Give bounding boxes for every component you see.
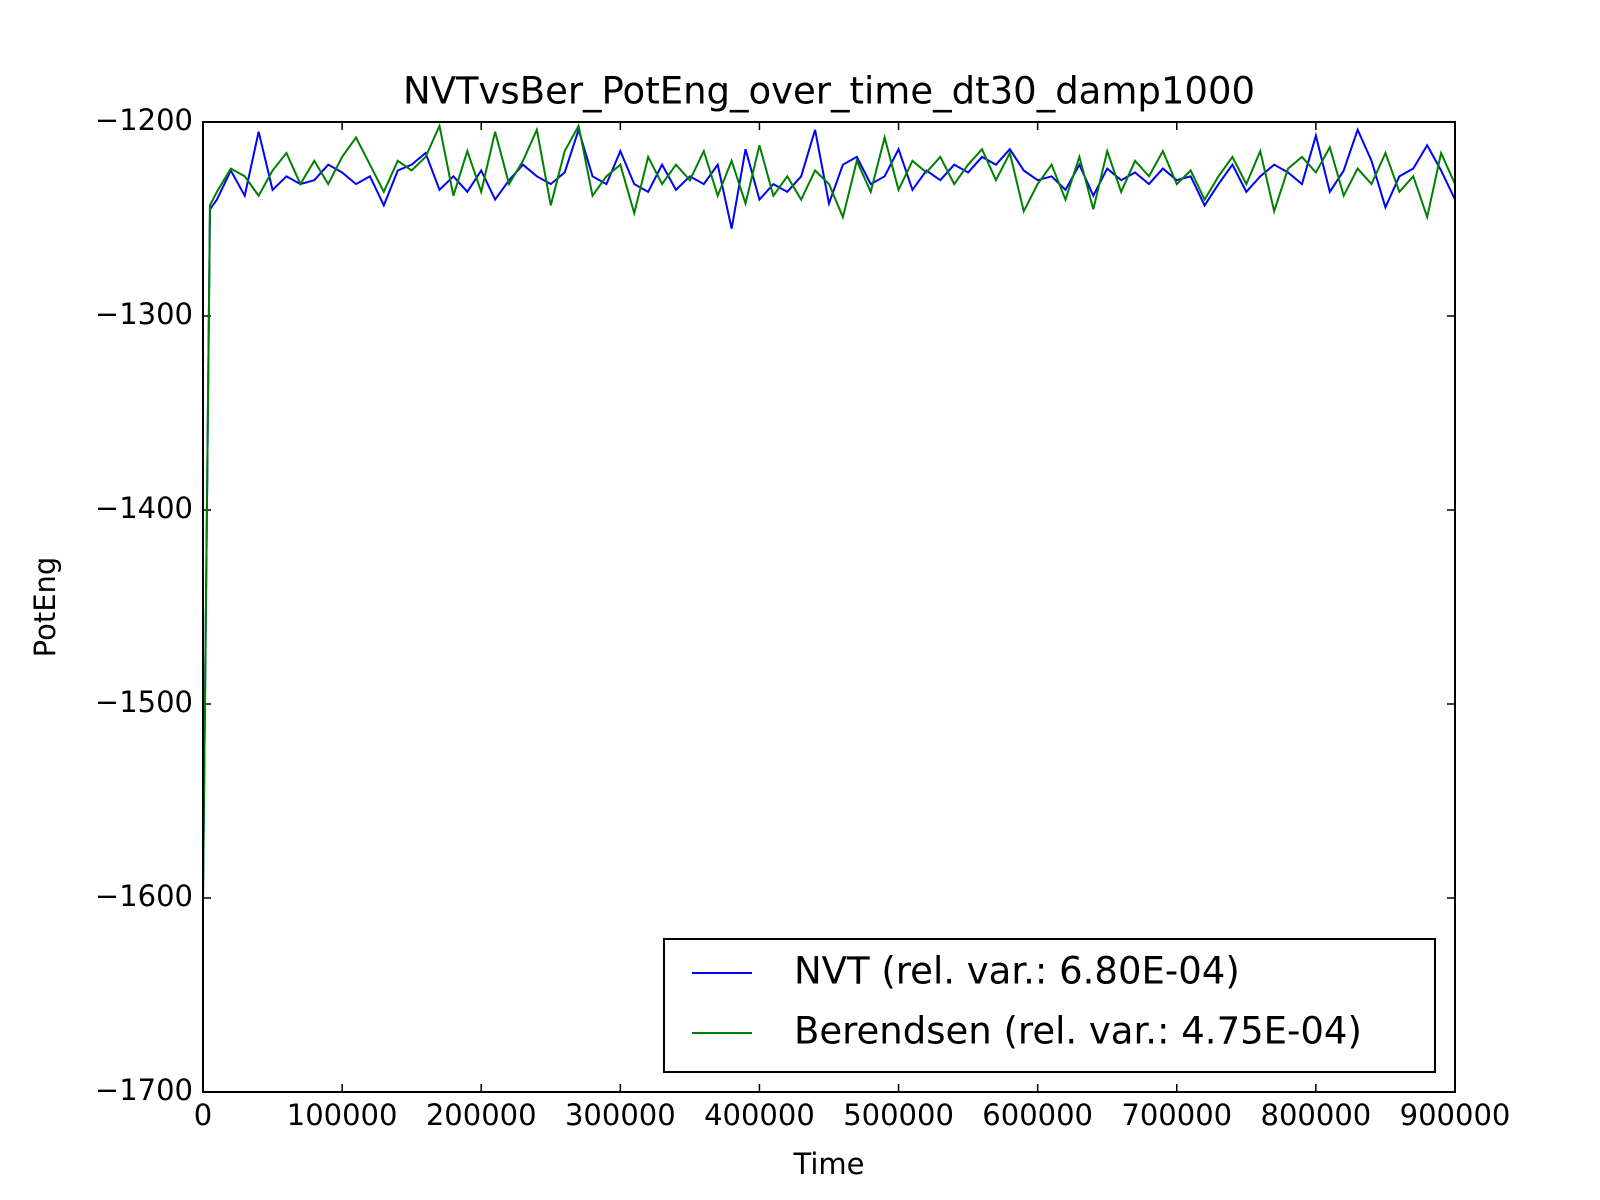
legend-label: Berendsen (rel. var.: 4.75E-04) (794, 1010, 1362, 1053)
data-line (203, 122, 1455, 899)
x-tick-label: 400000 (704, 1098, 815, 1132)
x-tick-label: 0 (194, 1098, 212, 1132)
legend: NVT (rel. var.: 6.80E-04) Berendsen (rel.… (663, 938, 1436, 1073)
y-axis-label: PotEng (28, 557, 62, 658)
y-tick-label: −1600 (95, 879, 193, 913)
plot-frame (202, 121, 1456, 1093)
x-tick-label: 300000 (565, 1098, 676, 1132)
legend-label: NVT (rel. var.: 6.80E-04) (794, 950, 1240, 993)
y-tick-label: −1200 (95, 103, 193, 137)
x-tick-label: 100000 (287, 1098, 398, 1132)
chart-title: NVTvsBer_PotEng_over_time_dt30_damp1000 (403, 70, 1255, 113)
x-tick-label: 700000 (1121, 1098, 1232, 1132)
legend-box (663, 938, 1436, 1073)
y-tick-label: −1300 (95, 297, 193, 331)
x-axis-label: Time (793, 1147, 865, 1181)
x-tick-label: 500000 (843, 1098, 954, 1132)
y-tick-label: −1700 (95, 1073, 193, 1107)
x-tick-label: 200000 (426, 1098, 537, 1132)
x-tick-label: 600000 (982, 1098, 1093, 1132)
data-line (203, 126, 1455, 899)
y-tick-label: −1400 (95, 491, 193, 525)
x-tick-label: 800000 (1261, 1098, 1372, 1132)
x-tick-label: 900000 (1400, 1098, 1511, 1132)
y-tick-label: −1500 (95, 685, 193, 719)
